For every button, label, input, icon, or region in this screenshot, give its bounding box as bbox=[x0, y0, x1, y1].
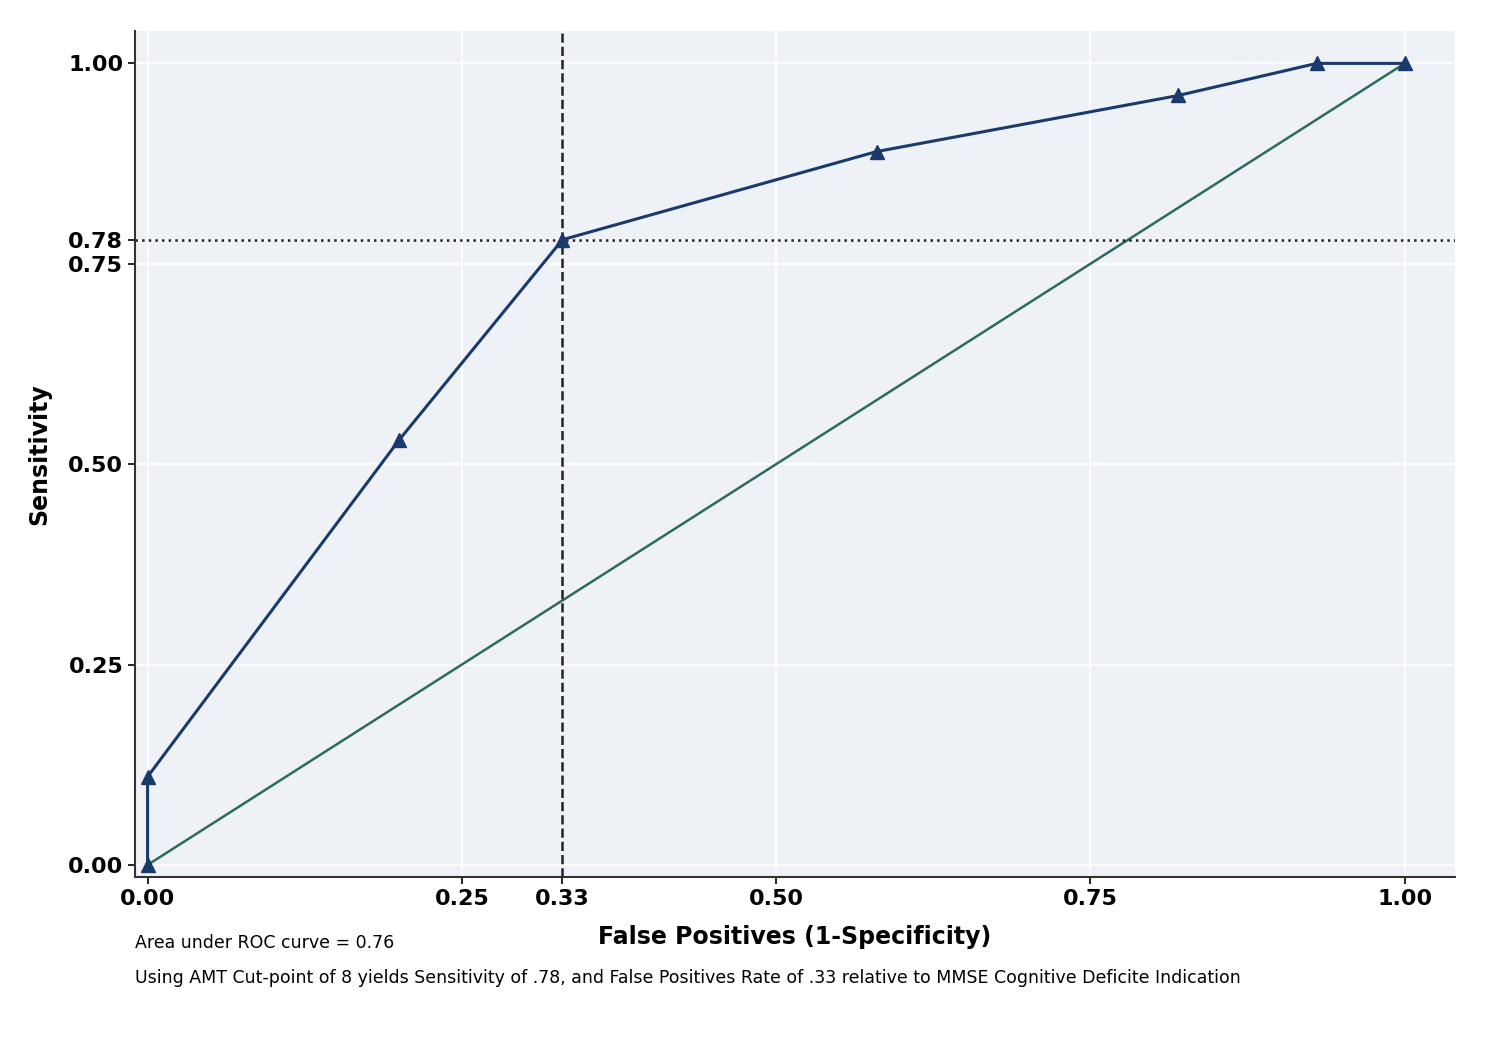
Text: Using AMT Cut-point of 8 yields Sensitivity of .78, and False Positives Rate of : Using AMT Cut-point of 8 yields Sensitiv… bbox=[135, 969, 1240, 987]
Y-axis label: Sensitivity: Sensitivity bbox=[27, 383, 51, 525]
Text: Area under ROC curve = 0.76: Area under ROC curve = 0.76 bbox=[135, 934, 394, 952]
X-axis label: False Positives (1-Specificity): False Positives (1-Specificity) bbox=[598, 925, 992, 949]
